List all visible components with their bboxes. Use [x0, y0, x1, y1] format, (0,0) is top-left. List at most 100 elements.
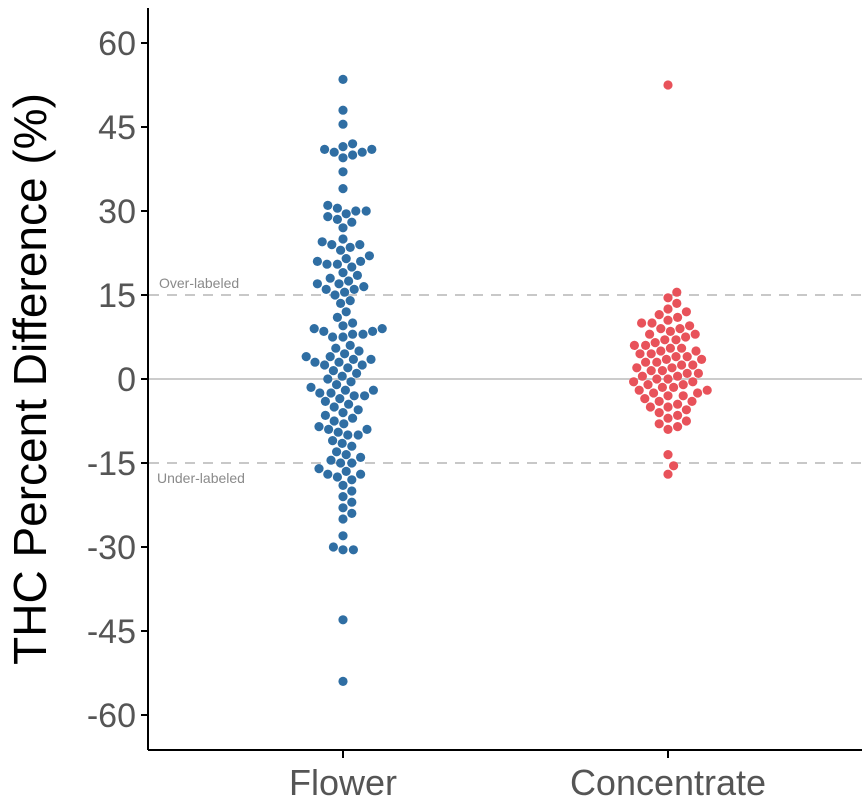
data-point-flower	[348, 413, 358, 423]
data-point-flower	[338, 153, 348, 163]
data-point-flower	[338, 332, 348, 342]
data-point-flower	[314, 422, 324, 432]
data-point-concentrate	[661, 354, 672, 364]
data-point-flower	[332, 259, 342, 269]
data-point-flower	[357, 147, 367, 157]
data-point-concentrate	[667, 363, 677, 373]
data-point-flower	[338, 268, 348, 278]
data-point-flower	[366, 354, 376, 364]
data-point-concentrate	[673, 371, 683, 381]
data-point-flower	[345, 340, 355, 350]
data-point-flower	[356, 452, 366, 462]
data-point-concentrate	[654, 310, 664, 320]
data-point-concentrate	[688, 377, 698, 387]
reference-lines	[149, 294, 862, 464]
data-point-concentrate	[673, 399, 683, 409]
data-point-concentrate	[663, 304, 673, 314]
data-point-concentrate	[665, 343, 676, 353]
data-point-concentrate	[632, 363, 642, 373]
data-point-concentrate	[675, 324, 685, 334]
data-point-concentrate	[671, 352, 681, 362]
data-point-concentrate	[681, 307, 692, 317]
data-point-concentrate	[691, 346, 701, 356]
data-point-flower	[310, 357, 320, 367]
data-point-flower	[324, 424, 334, 434]
data-point-flower	[338, 408, 348, 418]
data-point-flower	[344, 399, 354, 409]
y-tick-label: 30	[98, 193, 136, 231]
data-point-flower	[349, 284, 359, 294]
y-tick-label: 60	[98, 25, 136, 63]
data-point-concentrate	[640, 394, 650, 404]
data-point-flower	[338, 167, 348, 177]
data-point-flower	[359, 282, 369, 292]
data-point-flower	[326, 455, 336, 465]
data-point-flower	[319, 326, 329, 336]
data-point-flower	[351, 206, 361, 216]
data-point-flower	[326, 388, 336, 398]
y-tick-label: 45	[98, 109, 136, 147]
data-point-flower	[346, 377, 356, 387]
data-point-flower	[312, 256, 322, 266]
data-point-flower	[356, 256, 366, 266]
data-point-concentrate	[656, 346, 666, 356]
data-point-flower	[341, 450, 351, 460]
data-point-flower	[347, 441, 357, 451]
data-point-flower	[338, 492, 348, 502]
x-tick-label-flower: Flower	[289, 762, 397, 803]
data-point-flower	[306, 382, 316, 392]
data-point-flower	[341, 254, 351, 264]
data-point-flower	[338, 321, 348, 331]
data-point-concentrate	[656, 324, 666, 334]
data-points	[301, 74, 712, 687]
data-point-concentrate	[702, 385, 712, 395]
data-point-flower	[331, 343, 341, 353]
data-point-flower	[353, 430, 363, 440]
under-labeled-annotation: Under-labeled	[157, 470, 245, 486]
data-point-flower	[354, 346, 364, 356]
data-point-flower	[336, 298, 346, 308]
data-point-flower	[338, 223, 348, 233]
data-point-flower	[330, 290, 340, 300]
data-point-concentrate	[665, 326, 676, 336]
data-point-concentrate	[663, 374, 673, 384]
data-point-concentrate	[671, 335, 681, 345]
data-point-flower	[349, 391, 359, 401]
data-point-flower	[320, 410, 330, 420]
data-point-concentrate	[646, 349, 656, 359]
data-point-concentrate	[657, 382, 668, 392]
data-point-flower	[348, 318, 358, 328]
data-point-flower	[341, 466, 351, 476]
data-point-flower	[343, 430, 353, 440]
data-point-flower	[341, 307, 351, 317]
data-point-flower	[355, 240, 365, 250]
data-point-concentrate	[677, 360, 687, 370]
y-axis-title: THC Percent Difference (%)	[4, 93, 56, 665]
y-axis-ticks: 60 45 30 15 0 -15 -30 -45 -60	[87, 25, 148, 735]
data-point-flower	[347, 475, 357, 485]
data-point-flower	[352, 270, 362, 280]
data-point-flower	[323, 374, 333, 384]
data-point-flower	[338, 676, 348, 687]
data-point-concentrate	[673, 312, 683, 322]
y-tick-label: -60	[87, 697, 136, 735]
data-point-flower	[338, 119, 348, 129]
data-point-concentrate	[641, 357, 651, 367]
data-point-flower	[367, 144, 377, 154]
data-point-flower	[358, 329, 368, 339]
data-point-concentrate	[652, 357, 662, 367]
data-point-flower	[347, 217, 357, 227]
data-point-flower	[347, 458, 357, 468]
data-point-concentrate	[663, 424, 673, 434]
data-point-concentrate	[650, 338, 660, 348]
data-point-flower	[338, 480, 348, 490]
data-point-concentrate	[645, 329, 655, 339]
data-point-concentrate	[663, 293, 673, 303]
data-point-flower	[338, 74, 348, 84]
data-point-flower	[309, 324, 319, 334]
data-point-flower	[347, 497, 357, 507]
data-point-flower	[338, 503, 348, 513]
data-point-concentrate	[669, 382, 679, 392]
data-point-flower	[356, 469, 366, 479]
data-point-flower	[348, 545, 358, 555]
